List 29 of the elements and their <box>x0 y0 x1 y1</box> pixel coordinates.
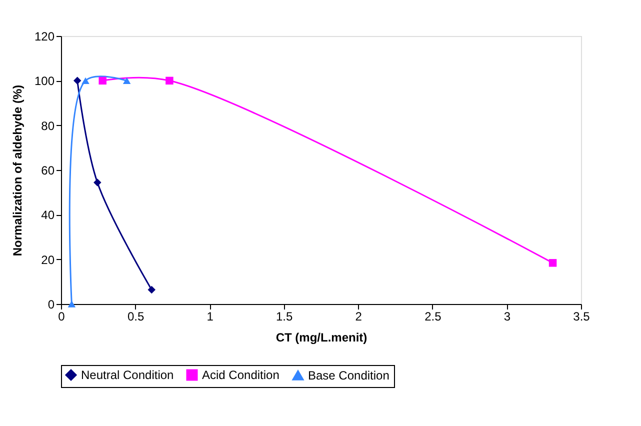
point <box>122 77 131 84</box>
legend-label: Neutral Condition <box>81 368 174 382</box>
y-tick-label: 40 <box>41 208 55 222</box>
x-tick-label: 0.5 <box>127 310 144 324</box>
point <box>98 76 106 85</box>
point <box>82 77 90 84</box>
x-tick-label: 3.5 <box>573 310 590 324</box>
point <box>548 259 557 267</box>
y-tick-label: 60 <box>41 164 55 178</box>
y-tick-label: 120 <box>34 30 55 44</box>
x-tick-label: 0 <box>58 310 66 324</box>
point <box>166 76 174 85</box>
y-tick-label: 80 <box>41 118 55 133</box>
legend-label: Acid Condition <box>202 368 280 382</box>
x-tick-label: 2.5 <box>424 310 442 324</box>
point <box>73 76 82 85</box>
x-tick-label: 2 <box>355 310 362 324</box>
y-tick-label: 0 <box>48 298 55 312</box>
point <box>94 178 102 186</box>
point <box>68 300 76 308</box>
x-axis-title: CT (mg/L.menit) <box>276 330 368 344</box>
point <box>148 286 156 294</box>
y-tick-label: 20 <box>41 252 55 267</box>
y-tick-label: 100 <box>34 74 55 88</box>
x-tick-label: 1.5 <box>276 310 294 324</box>
legend-label: Base Condition <box>308 368 390 382</box>
x-tick-label: 3 <box>504 310 511 324</box>
y-axis-title: Normalization of aldehyde (%) <box>10 84 24 256</box>
x-tick-label: 1 <box>206 310 214 324</box>
